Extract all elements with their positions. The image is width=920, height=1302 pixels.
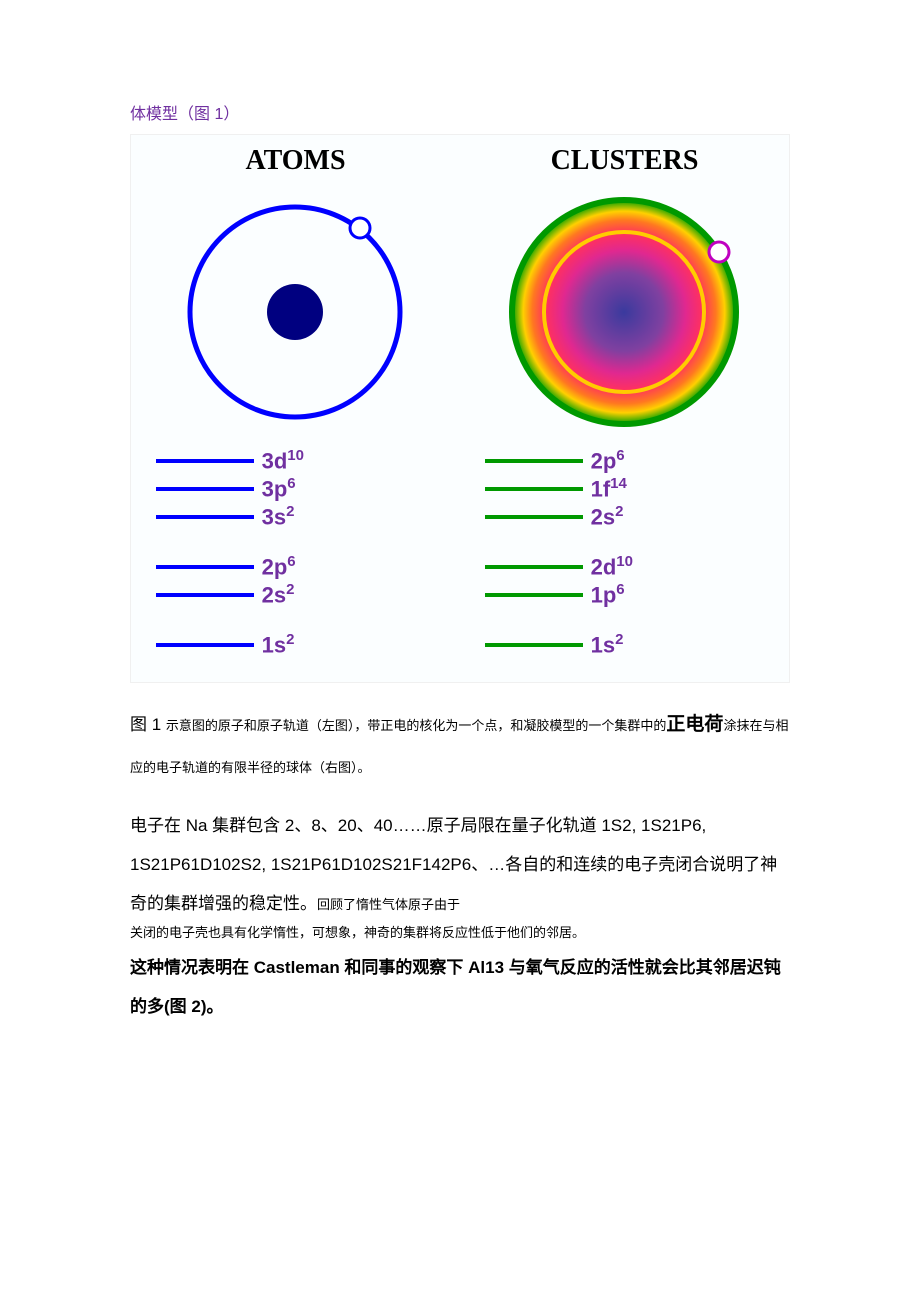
energy-level: 1p6 bbox=[485, 581, 783, 609]
caption-top: 体模型（图 1） bbox=[130, 100, 790, 124]
level-line-stroke bbox=[485, 487, 583, 491]
energy-level: 2p6 bbox=[485, 447, 783, 475]
paragraph-2: 电子在 Na 集群包含 2、8、20、40……原子局限在量子化轨道 1S2, 1… bbox=[130, 806, 790, 923]
atoms-title: ATOMS bbox=[245, 145, 345, 177]
energy-level: 1s2 bbox=[485, 631, 783, 659]
level-line-stroke bbox=[156, 593, 254, 597]
atom-nucleus bbox=[267, 284, 323, 340]
level-label: 2p6 bbox=[591, 447, 625, 474]
level-label: 3d10 bbox=[262, 447, 304, 474]
energy-level: 1f14 bbox=[485, 475, 783, 503]
level-line-stroke bbox=[156, 487, 254, 491]
energy-level: 3d10 bbox=[156, 447, 454, 475]
level-group: 2d101p6 bbox=[485, 553, 783, 609]
level-label: 1f14 bbox=[591, 475, 627, 502]
cluster-schematic bbox=[489, 192, 759, 432]
figure-caption: 图 1 示意图的原子和原子轨道（左图），带正电的核化为一个点，和凝胶模型的一个集… bbox=[130, 703, 790, 786]
energy-level: 1s2 bbox=[156, 631, 454, 659]
level-label: 2d10 bbox=[591, 553, 633, 580]
fig1-label: 图 1 bbox=[130, 715, 166, 734]
level-label: 1p6 bbox=[591, 581, 625, 608]
level-label: 1s2 bbox=[591, 631, 624, 658]
clusters-column: CLUSTERS bbox=[467, 145, 783, 432]
level-group: 2p61f142s2 bbox=[485, 447, 783, 531]
para2-small-b: 关闭的电子壳也具有化学惰性，可想象，神奇的集群将反应性低于他们的邻居。 bbox=[130, 923, 790, 944]
level-line-stroke bbox=[485, 643, 583, 647]
level-group: 2p62s2 bbox=[156, 553, 454, 609]
level-label: 2p6 bbox=[262, 553, 296, 580]
clusters-title: CLUSTERS bbox=[551, 145, 699, 177]
level-line-stroke bbox=[485, 593, 583, 597]
energy-level: 2p6 bbox=[156, 553, 454, 581]
atom-schematic bbox=[160, 192, 430, 432]
level-line-stroke bbox=[485, 459, 583, 463]
level-label: 3s2 bbox=[262, 503, 295, 530]
fig1-positive-charge: 正电荷 bbox=[666, 714, 723, 735]
energy-level: 3s2 bbox=[156, 503, 454, 531]
level-label: 2s2 bbox=[262, 581, 295, 608]
atoms-levels: 3d103p63s2 2p62s2 1s2 bbox=[138, 447, 454, 667]
energy-level: 3p6 bbox=[156, 475, 454, 503]
level-line-stroke bbox=[485, 515, 583, 519]
level-group: 3d103p63s2 bbox=[156, 447, 454, 531]
level-line-stroke bbox=[485, 565, 583, 569]
atoms-column: ATOMS bbox=[138, 145, 454, 432]
level-label: 2s2 bbox=[591, 503, 624, 530]
energy-level: 2s2 bbox=[156, 581, 454, 609]
level-group: 1s2 bbox=[156, 631, 454, 659]
para2-small-a: 回顾了惰性气体原子由于 bbox=[317, 897, 460, 912]
energy-level: 2s2 bbox=[485, 503, 783, 531]
energy-levels-row: 3d103p63s22p62s21s2 2p61f142s22d101p61s2 bbox=[131, 437, 789, 682]
cluster-electron bbox=[709, 242, 729, 262]
atom-electron bbox=[350, 218, 370, 238]
paragraph-3: 这种情况表明在 Castleman 和同事的观察下 Al13 与氧气反应的活性就… bbox=[130, 948, 790, 1026]
energy-level: 2d10 bbox=[485, 553, 783, 581]
figure-1-diagram: ATOMS CLUSTERS 3d103p63s22p62s21s2 bbox=[130, 134, 790, 683]
fig1-desc-a: 示意图的原子和原子轨道（左图），带正电的核化为一个点，和凝胶模型的一个集群中的 bbox=[166, 718, 667, 733]
level-line-stroke bbox=[156, 565, 254, 569]
clusters-levels: 2p61f142s2 2d101p6 1s2 bbox=[467, 447, 783, 667]
level-label: 1s2 bbox=[262, 631, 295, 658]
level-line-stroke bbox=[156, 515, 254, 519]
level-line-stroke bbox=[156, 459, 254, 463]
level-group: 1s2 bbox=[485, 631, 783, 659]
level-line-stroke bbox=[156, 643, 254, 647]
level-label: 3p6 bbox=[262, 475, 296, 502]
